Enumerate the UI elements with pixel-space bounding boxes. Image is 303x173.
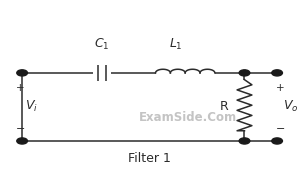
Text: $V_o$: $V_o$ bbox=[283, 99, 298, 115]
Circle shape bbox=[239, 70, 250, 76]
Text: +: + bbox=[276, 83, 285, 93]
Text: ExamSide.Com: ExamSide.Com bbox=[139, 111, 237, 124]
Text: Filter 1: Filter 1 bbox=[128, 152, 171, 165]
Circle shape bbox=[17, 138, 28, 144]
Circle shape bbox=[17, 70, 28, 76]
Text: $V_i$: $V_i$ bbox=[25, 99, 38, 115]
Text: −: − bbox=[16, 124, 25, 134]
Text: −: − bbox=[275, 124, 285, 134]
Text: +: + bbox=[16, 83, 25, 93]
Circle shape bbox=[239, 138, 250, 144]
Circle shape bbox=[272, 70, 282, 76]
Text: R: R bbox=[219, 101, 228, 113]
Text: $C_1$: $C_1$ bbox=[95, 37, 110, 52]
Text: $L_1$: $L_1$ bbox=[169, 37, 183, 52]
Circle shape bbox=[272, 138, 282, 144]
